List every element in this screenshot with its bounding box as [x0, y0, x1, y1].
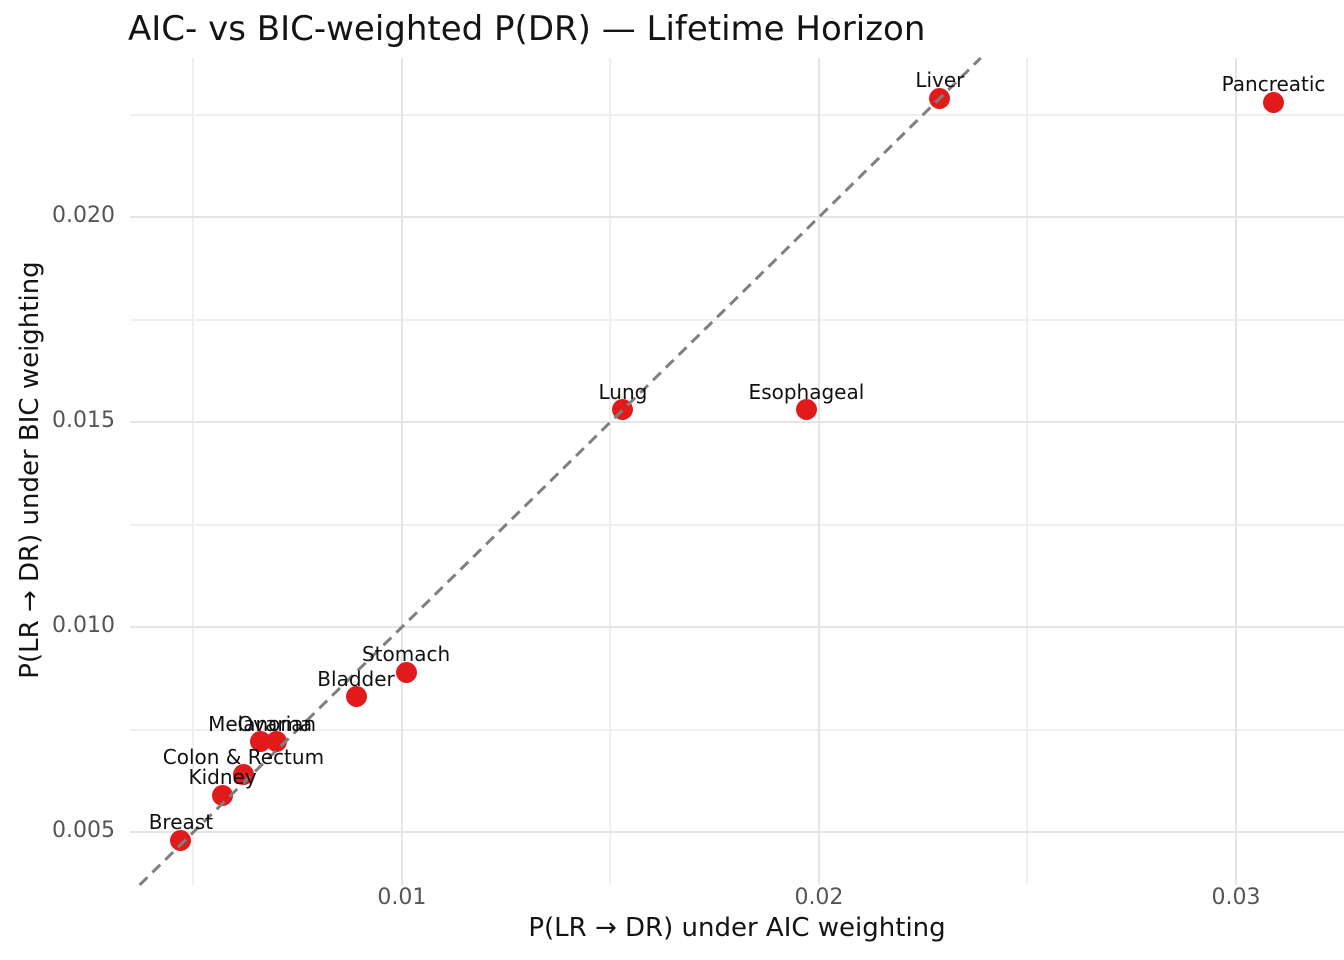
point-label-pancreatic: Pancreatic: [1221, 72, 1326, 97]
data-point-pancreatic: [1263, 91, 1285, 113]
x-tick-label: 0.03: [1211, 885, 1261, 910]
point-label-ovarian: Ovarian: [237, 711, 317, 736]
y-tick-label: 0.010: [52, 613, 115, 639]
chart-title: AIC- vs BIC-weighted P(DR) — Lifetime Ho…: [128, 9, 926, 49]
x-tick-label: 0.01: [377, 885, 427, 910]
point-label-stomach: Stomach: [361, 642, 451, 667]
gridline-y-major: [130, 831, 1344, 834]
gridline-x-major: [400, 58, 403, 885]
y-axis-label: P(LR → DR) under BIC weighting: [15, 261, 45, 679]
gridline-x-major: [1234, 58, 1237, 885]
point-label-kidney: Kidney: [188, 765, 257, 790]
y-tick-label: 0.005: [52, 818, 115, 844]
gridline-x-minor: [609, 58, 612, 885]
gridline-y-minor: [130, 318, 1344, 321]
gridline-y-major: [130, 216, 1344, 219]
x-axis-label: P(LR → DR) under AIC weighting: [528, 913, 946, 943]
point-label-liver: Liver: [915, 68, 965, 93]
gridline-y-minor: [130, 113, 1344, 116]
point-label-esophageal: Esophageal: [748, 379, 865, 404]
point-label-lung: Lung: [598, 379, 648, 404]
y-tick-label: 0.015: [52, 408, 115, 434]
x-tick-label: 0.02: [794, 885, 844, 910]
point-label-breast: Breast: [148, 810, 214, 835]
gridline-y-minor: [130, 523, 1344, 526]
gridline-x-minor: [1026, 58, 1029, 885]
point-label-bladder: Bladder: [317, 666, 395, 691]
gridline-y-major: [130, 626, 1344, 629]
y-tick-label: 0.020: [52, 203, 115, 229]
gridline-y-major: [130, 421, 1344, 424]
point-label-colon-rectum: Colon & Rectum: [162, 744, 325, 769]
gridline-x-major: [817, 58, 820, 885]
